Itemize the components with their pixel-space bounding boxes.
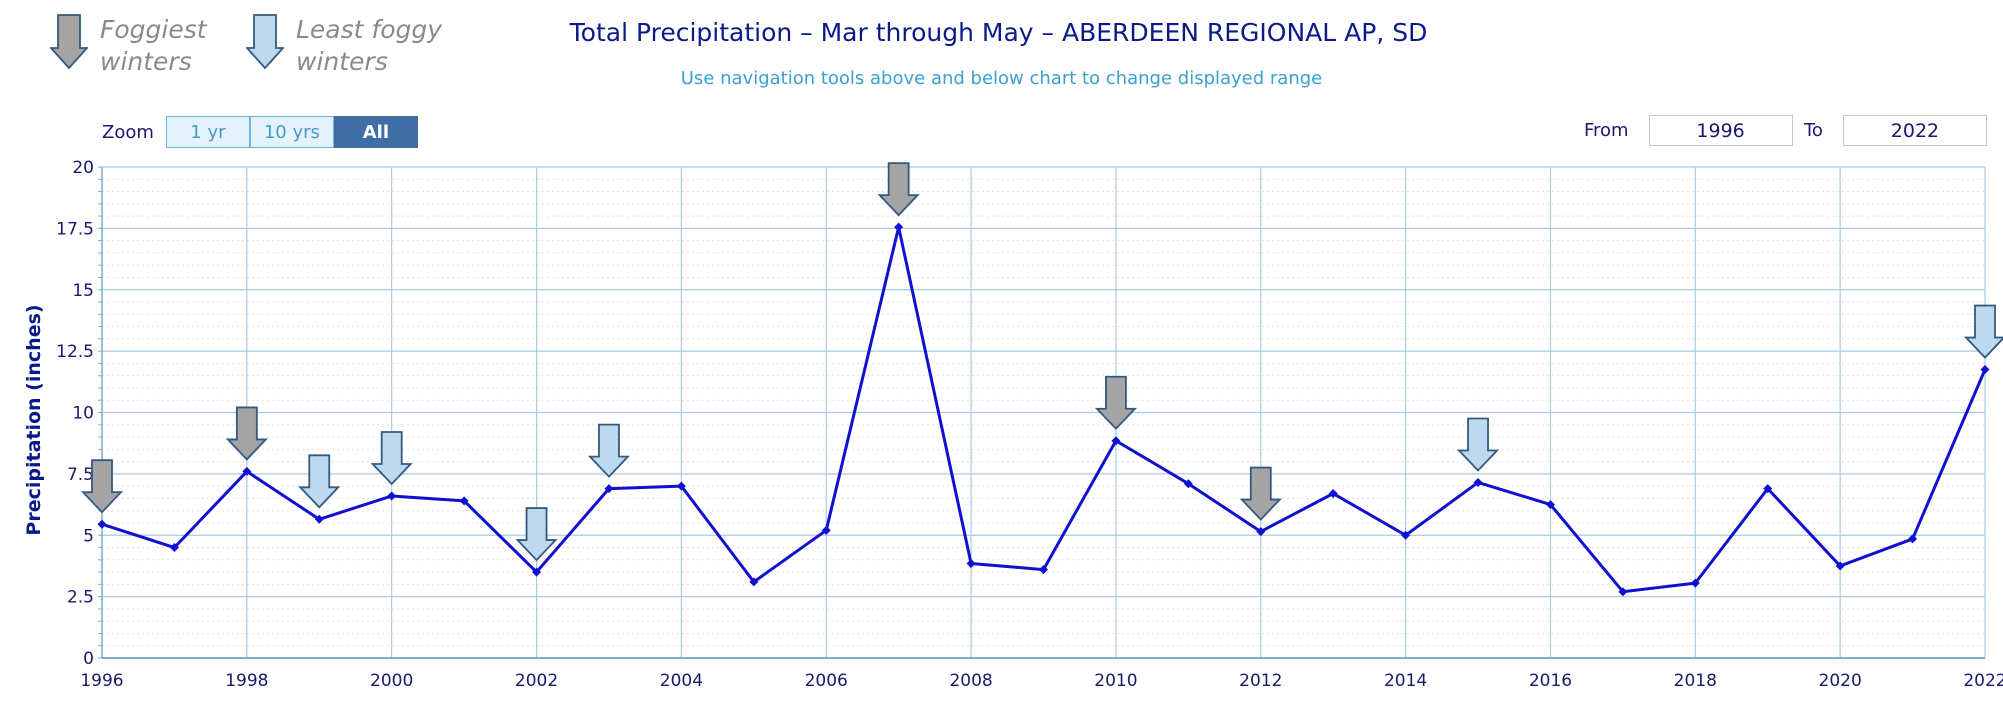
x-tick-label: 2010 — [1094, 671, 1137, 691]
least-foggy-arrow-marker — [298, 454, 341, 509]
data-point — [749, 577, 759, 587]
x-tick-label: 2008 — [949, 671, 992, 691]
data-point — [1473, 477, 1483, 487]
data-point — [1328, 489, 1338, 499]
to-input[interactable]: 2022 — [1842, 115, 1987, 146]
zoom-label: Zoom — [102, 121, 154, 143]
data-point — [1980, 365, 1990, 375]
legend-least-foggy: Least foggy winters — [246, 14, 446, 78]
data-point — [1835, 561, 1845, 571]
least-foggy-arrow-marker — [370, 431, 413, 486]
data-point — [459, 496, 469, 506]
foggiest-arrow-icon — [50, 14, 88, 70]
data-point — [97, 519, 107, 529]
data-point — [314, 514, 324, 524]
y-axis-label: Precipitation (inches) — [23, 304, 45, 536]
zoom-controls: Zoom 1 yr 10 yrs All — [102, 116, 418, 148]
to-label: To — [1804, 120, 1823, 141]
x-tick-label: 2004 — [660, 671, 703, 691]
x-tick-label: 2020 — [1819, 671, 1862, 691]
data-point — [242, 466, 252, 476]
data-point — [387, 491, 397, 501]
least-foggy-arrow-marker — [515, 507, 558, 562]
from-label: From — [1584, 120, 1629, 141]
foggiest-legend-label: Foggiest winters — [100, 15, 207, 76]
x-tick-label: 2016 — [1529, 671, 1572, 691]
x-tick-label: 2000 — [370, 671, 413, 691]
from-input[interactable]: 1996 — [1648, 115, 1793, 146]
zoom-1yr-button[interactable]: 1 yr — [165, 116, 250, 148]
legend-foggiest: Foggiest winters — [50, 14, 250, 78]
zoom-10yrs-button[interactable]: 10 yrs — [249, 116, 334, 148]
least-foggy-arrow-marker — [1456, 417, 1500, 472]
data-point — [532, 567, 542, 577]
y-tick-label: 20 — [72, 158, 94, 178]
data-point — [676, 481, 686, 491]
data-point — [1401, 530, 1411, 540]
range-from: From 1996 — [1584, 115, 1793, 146]
chart-title: Total Precipitation – Mar through May – … — [569, 18, 1428, 47]
foggiest-arrow-marker — [1094, 375, 1138, 431]
y-tick-label: 17.5 — [56, 219, 94, 239]
y-tick-label: 15 — [72, 281, 94, 301]
data-point — [169, 543, 179, 553]
x-tick-label: 2012 — [1239, 671, 1282, 691]
data-point — [604, 484, 614, 494]
foggiest-arrow-marker — [225, 406, 268, 461]
y-tick-label: 2.5 — [67, 588, 94, 608]
data-point — [1183, 479, 1193, 489]
data-point — [821, 525, 831, 535]
y-tick-label: 10 — [72, 404, 94, 424]
data-point — [1545, 500, 1555, 510]
least-foggy-arrow-icon — [246, 14, 284, 70]
data-point — [1763, 484, 1773, 494]
x-tick-label: 2018 — [1674, 671, 1717, 691]
x-tick-label: 2002 — [515, 671, 558, 691]
x-tick-label: 1998 — [225, 671, 268, 691]
foggiest-arrow-marker — [877, 162, 920, 217]
least-foggy-legend-label: Least foggy winters — [296, 15, 443, 76]
zoom-all-button[interactable]: All — [333, 116, 418, 148]
x-tick-label: 2006 — [805, 671, 848, 691]
foggiest-arrow-marker — [1239, 466, 1282, 521]
x-tick-label: 2014 — [1384, 671, 1427, 691]
y-tick-label: 0 — [83, 649, 94, 669]
y-tick-label: 5 — [83, 526, 94, 546]
data-point — [1256, 527, 1266, 537]
range-to: To 2022 — [1804, 115, 1987, 146]
series-line — [101, 225, 1987, 594]
data-point — [1690, 578, 1700, 588]
foggiest-arrow-marker — [80, 459, 124, 514]
y-tick-label: 7.5 — [67, 465, 94, 485]
x-tick-label: 2022 — [1963, 671, 2003, 691]
x-tick-label: 1996 — [80, 671, 123, 691]
data-point — [1039, 565, 1048, 575]
least-foggy-arrow-marker — [587, 423, 631, 478]
data-point — [1908, 534, 1918, 544]
data-point — [894, 222, 904, 232]
y-tick-label: 12.5 — [56, 342, 94, 362]
least-foggy-arrow-marker — [1963, 304, 2003, 359]
data-point — [966, 558, 976, 568]
data-point — [1618, 587, 1628, 597]
chart-subtitle: Use navigation tools above and below cha… — [680, 68, 1323, 89]
data-point — [1111, 436, 1121, 446]
